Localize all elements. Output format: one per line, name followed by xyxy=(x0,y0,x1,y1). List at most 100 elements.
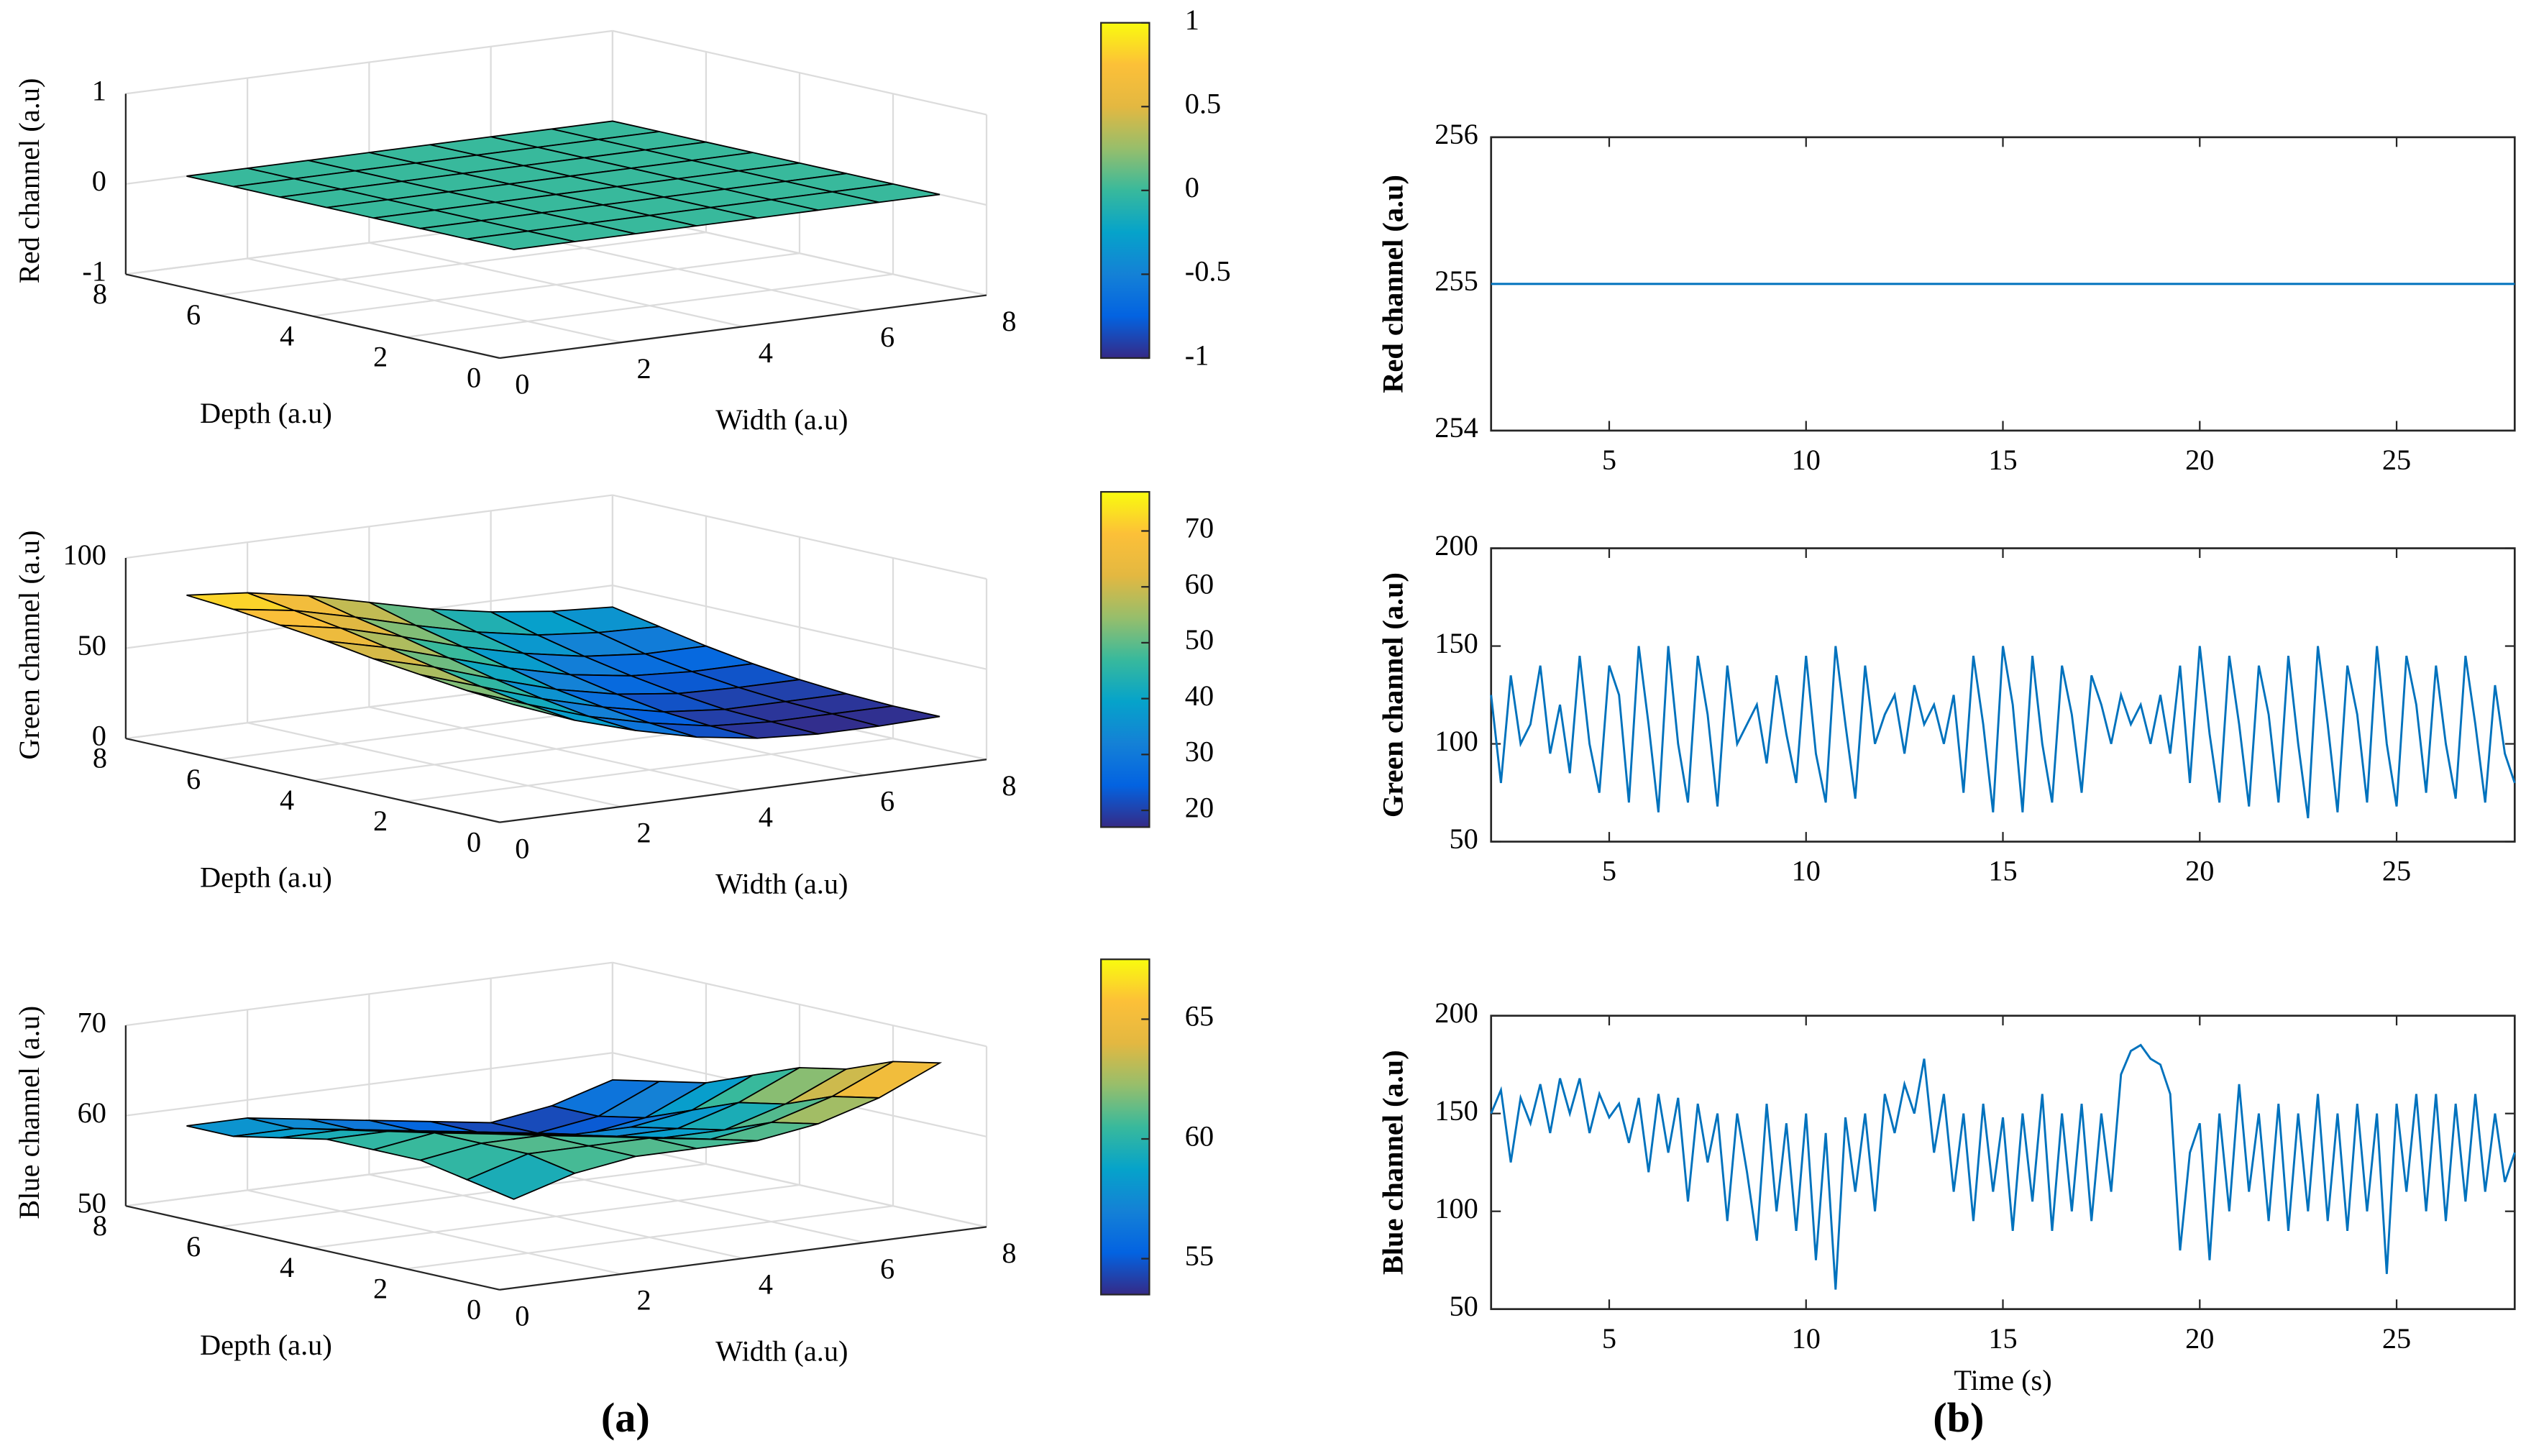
grid-line xyxy=(612,961,987,1048)
grid-line xyxy=(125,1052,613,1117)
x-tick-label: 15 xyxy=(1988,444,2017,476)
x-tick-label: 4 xyxy=(759,336,773,369)
y-tick-label: 50 xyxy=(1449,823,1478,855)
colorbar-tick-label: 70 xyxy=(1185,512,1214,544)
x-tick-label: 4 xyxy=(759,1268,773,1301)
x-tick-label: 8 xyxy=(1002,769,1016,802)
z-tick-label: 100 xyxy=(63,539,106,571)
grid-line xyxy=(406,273,894,338)
colorbar-tick-label: 20 xyxy=(1185,791,1214,823)
surface-patch xyxy=(467,690,575,721)
grid-line xyxy=(406,737,894,802)
grid-line xyxy=(406,1205,894,1270)
colorbar-tick-label: 65 xyxy=(1185,1000,1214,1033)
x-axis-label: Width (a.u) xyxy=(715,1335,848,1368)
y-axis-label: Depth (a.u) xyxy=(200,1329,332,1361)
colorbar-tick-label: 0 xyxy=(1185,171,1199,203)
colorbar xyxy=(1100,490,1150,828)
grid-line xyxy=(312,252,800,317)
x-tick-label: 2 xyxy=(637,816,651,848)
y-tick-label: 256 xyxy=(1434,118,1478,150)
grid-line xyxy=(125,494,613,559)
z-tick-label: 0 xyxy=(92,165,106,197)
x-axis xyxy=(499,1226,987,1291)
grid-line xyxy=(612,494,987,580)
y-axis-label: Red channel (a.u) xyxy=(1377,175,1409,393)
x-tick-label: 10 xyxy=(1792,444,1821,476)
y-tick-label: 100 xyxy=(1434,1192,1478,1224)
z-tick-label: 50 xyxy=(78,629,106,661)
z-tick-label: -1 xyxy=(82,255,106,288)
y-tick-label: 8 xyxy=(93,278,107,310)
x-tick-label: 25 xyxy=(2382,444,2411,476)
colorbar-tick-label: -1 xyxy=(1185,339,1209,371)
grid-line xyxy=(612,585,987,670)
colorbar-tick-label: 1 xyxy=(1185,4,1199,36)
x-axis-label: Width (a.u) xyxy=(715,868,848,900)
colorbar-tick-label: 60 xyxy=(1185,1120,1214,1152)
x-tick-label: 15 xyxy=(1988,855,2017,887)
x-tick-label: 25 xyxy=(2382,1322,2411,1355)
z-axis-label: Blue channel (a.u) xyxy=(13,1006,45,1219)
grid-line xyxy=(612,29,987,116)
z-tick-label: 60 xyxy=(78,1096,106,1129)
colorbar-tick-label: 55 xyxy=(1185,1240,1214,1272)
y-axis-label: Green channel (a.u) xyxy=(1377,572,1409,818)
z-axis-label: Red channel (a.u) xyxy=(13,78,45,284)
y-tick-label: 2 xyxy=(373,805,388,837)
x-axis-label: Time (s) xyxy=(1954,1364,2051,1396)
surface-patch xyxy=(467,230,575,250)
x-tick-label: 8 xyxy=(1002,305,1016,337)
colorbar-tick-label: 60 xyxy=(1185,567,1214,600)
x-tick-label: 0 xyxy=(515,1299,529,1332)
y-tick-label: 0 xyxy=(467,825,481,858)
z-tick-label: 50 xyxy=(78,1186,106,1219)
x-tick-label: 2 xyxy=(637,1284,651,1317)
x-tick-label: 20 xyxy=(2185,855,2214,887)
data-line xyxy=(1490,1043,2516,1290)
panel-label: (b) xyxy=(1933,1394,1984,1441)
x-tick-label: 8 xyxy=(1002,1237,1016,1269)
colorbar xyxy=(1100,958,1150,1296)
y-tick-label: 254 xyxy=(1434,411,1478,444)
x-tick-label: 10 xyxy=(1792,1322,1821,1355)
y-tick-label: 8 xyxy=(93,742,107,774)
z-tick-label: 1 xyxy=(92,75,106,107)
x-tick-label: 2 xyxy=(637,352,651,385)
x-axis xyxy=(499,759,987,823)
x-tick-label: 5 xyxy=(1602,855,1616,887)
y-tick-label: 200 xyxy=(1434,997,1478,1029)
x-tick-label: 20 xyxy=(2185,1322,2214,1355)
grid-line xyxy=(125,961,613,1027)
y-axis xyxy=(125,737,500,823)
y-tick-label: 4 xyxy=(280,319,294,352)
x-tick-label: 5 xyxy=(1602,1322,1616,1355)
x-tick-label: 6 xyxy=(880,1253,894,1285)
y-tick-label: 0 xyxy=(467,362,481,394)
colorbar-tick-label: 30 xyxy=(1185,736,1214,768)
x-axis-label: Width (a.u) xyxy=(715,403,848,436)
grid-line xyxy=(612,1142,987,1228)
colorbar-tick-label: 0.5 xyxy=(1185,88,1221,120)
x-tick-label: 20 xyxy=(2185,444,2214,476)
grid-line xyxy=(219,1163,707,1228)
x-axis xyxy=(499,294,987,360)
y-tick-label: 2 xyxy=(373,340,388,372)
z-tick-label: 70 xyxy=(78,1006,106,1038)
x-tick-label: 5 xyxy=(1602,444,1616,476)
y-tick-label: 6 xyxy=(186,298,201,331)
z-axis-label: Green channel (a.u) xyxy=(13,530,45,759)
y-axis-label: Depth (a.u) xyxy=(200,861,332,894)
y-tick-label: 50 xyxy=(1449,1290,1478,1322)
grid-line xyxy=(312,1183,800,1249)
y-axis xyxy=(125,1205,500,1291)
z-tick-label: 0 xyxy=(92,719,106,751)
x-tick-label: 6 xyxy=(880,321,894,353)
y-tick-label: 4 xyxy=(280,784,294,816)
y-axis xyxy=(125,273,500,360)
x-tick-label: 15 xyxy=(1988,1322,2017,1355)
y-axis-label: Depth (a.u) xyxy=(200,397,332,429)
plot-area xyxy=(1490,547,2516,843)
grid-line xyxy=(219,232,707,296)
y-tick-label: 6 xyxy=(186,763,201,795)
